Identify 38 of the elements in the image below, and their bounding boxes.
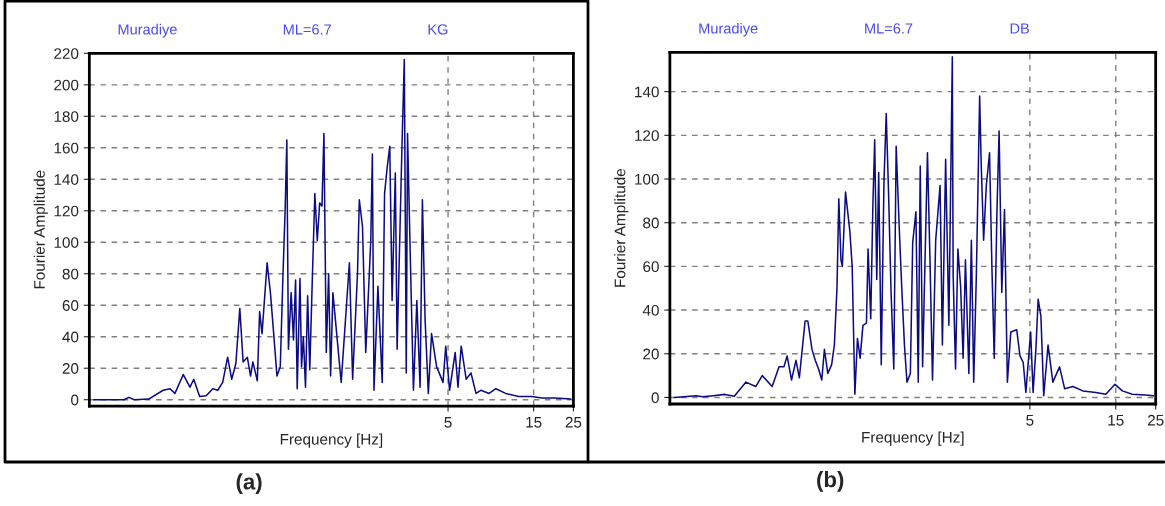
y-tick-label: 180 [54, 111, 79, 122]
y-tick-label: 40 [642, 304, 659, 316]
y-tick-label: 220 [54, 48, 79, 60]
y-axis-title: Fourier Amplitude [614, 168, 629, 287]
y-tick-label: 40 [62, 331, 79, 343]
y-tick-label: 20 [643, 348, 659, 360]
y-tick-label: 160 [54, 142, 79, 154]
x-tick-label: 5 [444, 416, 452, 428]
x-tick-label: 5 [1026, 414, 1034, 426]
text: Muradiye [699, 22, 758, 37]
text: KG [428, 24, 448, 35]
text: DB [1010, 23, 1030, 34]
x-tick-label: 15 [1108, 414, 1124, 426]
y-tick-label: 200 [54, 79, 79, 91]
x-tick-label: 15 [526, 416, 542, 428]
text: ML=6.7 [283, 24, 331, 35]
x-tick-label: 25 [1147, 414, 1164, 426]
y-tick-label: 80 [643, 217, 659, 229]
y-tick-label: 120 [54, 205, 79, 217]
y-tick-label: 0 [71, 394, 79, 406]
text: Muradiye [118, 23, 177, 38]
y-tick-label: 140 [635, 86, 659, 98]
y-tick-label: 140 [54, 174, 79, 185]
y-tick-label: 120 [635, 130, 659, 142]
x-axis-title: Frequency [Hz] [280, 433, 383, 448]
y-tick-label: 20 [62, 363, 79, 374]
text: ML=6.7 [865, 23, 913, 34]
y-tick-label: 60 [62, 300, 79, 311]
y-axis-title: Fourier Amplitude [33, 170, 48, 289]
x-tick-label: 25 [565, 416, 582, 428]
y-tick-label: 80 [62, 268, 79, 280]
x-axis-title: Frequency [Hz] [862, 431, 964, 446]
text: (a) [236, 473, 262, 494]
y-tick-label: 100 [54, 237, 79, 248]
text: (b) [817, 471, 844, 492]
y-tick-label: 0 [651, 392, 659, 404]
y-tick-label: 100 [635, 173, 659, 185]
y-tick-label: 60 [643, 261, 659, 273]
